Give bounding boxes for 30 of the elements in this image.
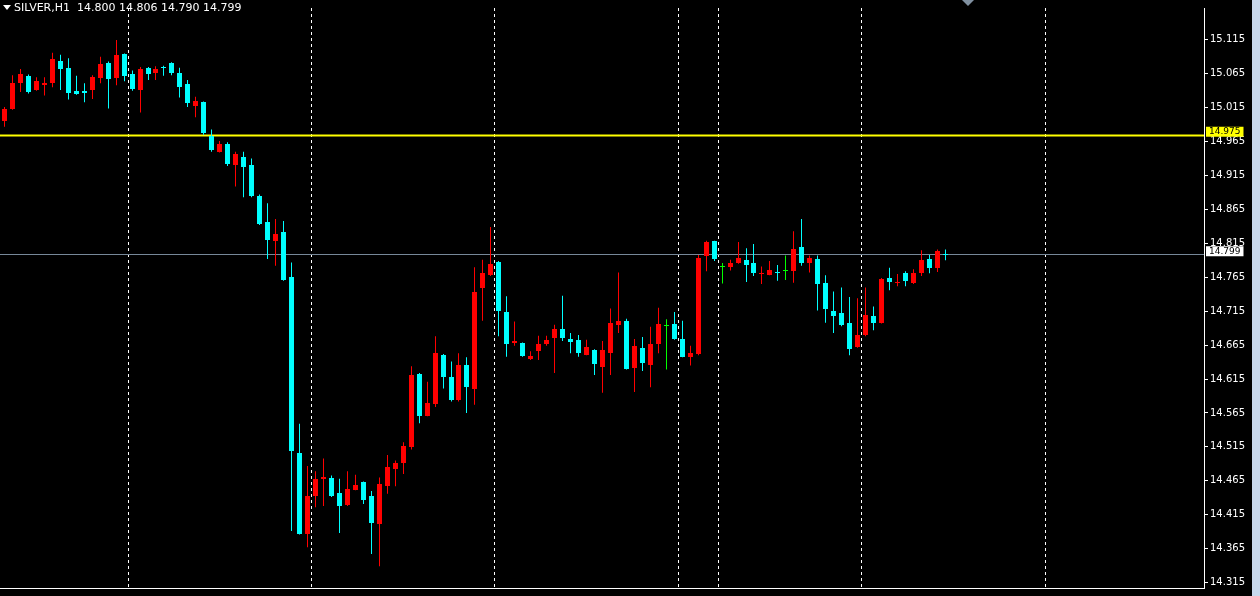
y-tick-label: 14.365 bbox=[1210, 542, 1245, 554]
y-tick-label: 14.865 bbox=[1210, 203, 1245, 215]
y-tick-label: 14.515 bbox=[1210, 440, 1245, 452]
candlestick bbox=[720, 263, 725, 284]
y-tick-label: 14.765 bbox=[1210, 270, 1245, 282]
y-tick-label: 14.915 bbox=[1210, 169, 1245, 181]
candlestick bbox=[783, 255, 788, 281]
y-tick-label: 15.015 bbox=[1210, 101, 1245, 113]
candlestick bbox=[895, 273, 900, 287]
y-tick-label: 15.065 bbox=[1210, 67, 1245, 79]
y-tick-label: 14.665 bbox=[1210, 338, 1245, 350]
y-tick-label: 14.965 bbox=[1210, 135, 1245, 147]
y-tick-label: 14.465 bbox=[1210, 474, 1245, 486]
candlestick bbox=[664, 319, 669, 370]
candlestick bbox=[759, 266, 764, 285]
y-tick-label: 15.115 bbox=[1210, 33, 1245, 45]
y-tick-label: 14.415 bbox=[1210, 508, 1245, 520]
candlestick bbox=[42, 77, 47, 96]
candlestick bbox=[616, 272, 621, 333]
ref-line-label: 14.975 bbox=[1209, 126, 1241, 137]
chart-title: SILVER,H1 14.800 14.806 14.790 14.799 bbox=[14, 1, 242, 14]
y-tick-label: 14.615 bbox=[1210, 372, 1245, 384]
y-tick-label: 14.715 bbox=[1210, 304, 1245, 316]
candlestick bbox=[161, 65, 166, 76]
candlestick bbox=[512, 321, 517, 346]
candlestick bbox=[943, 249, 948, 261]
candlestick bbox=[321, 458, 326, 506]
y-tick-label: 14.565 bbox=[1210, 406, 1245, 418]
y-tick-label: 14.315 bbox=[1210, 576, 1245, 588]
candlestick bbox=[775, 265, 780, 281]
